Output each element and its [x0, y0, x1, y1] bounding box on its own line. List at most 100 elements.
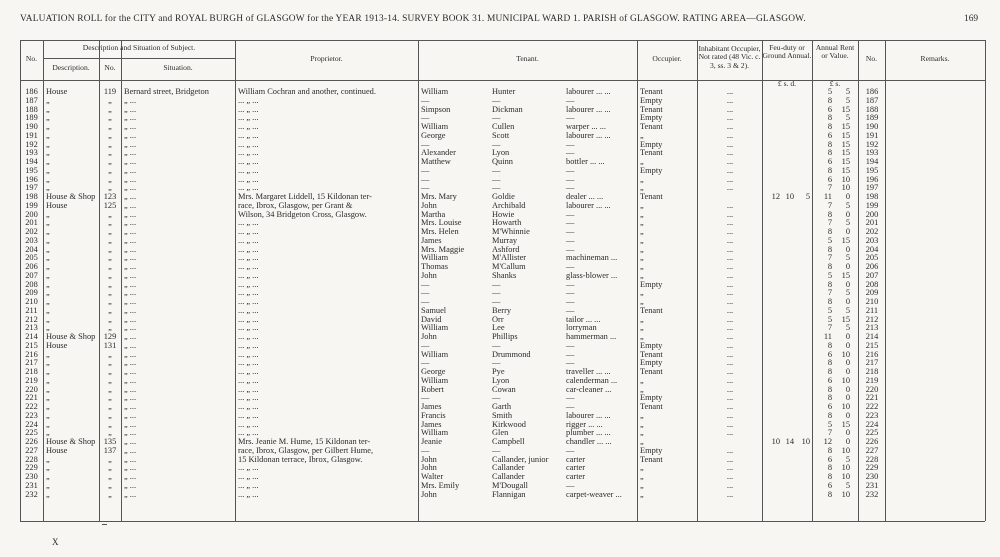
row-no: 195 [25, 165, 38, 175]
rent-pounds: 8 [827, 227, 832, 236]
occupier: „ [640, 472, 644, 481]
proprietor: ... „ ... [238, 288, 259, 298]
occupier: „ [640, 130, 644, 140]
situation: „ ... [124, 235, 137, 245]
column-header: £ s. d. [777, 79, 797, 88]
rent-pounds: 8 [827, 148, 832, 158]
proprietor: ... „ ... [238, 472, 259, 481]
occupation: calenderman ... [566, 375, 618, 385]
situation: „ ... [124, 323, 137, 333]
proprietor: ... „ ... [238, 463, 259, 473]
rent-pounds: 8 [827, 463, 832, 473]
occupier: „ [640, 174, 644, 184]
row-no: 224 [865, 419, 879, 429]
rent-shillings: 10 [841, 375, 850, 385]
tenant-first: — [421, 393, 430, 403]
description: „ [46, 419, 50, 429]
tenant-first: George [421, 130, 446, 140]
tenant-surname: Garth [492, 402, 512, 411]
row-no: 219 [865, 375, 879, 385]
occupier: Empty [640, 393, 663, 403]
occupier: „ [640, 463, 644, 473]
row-no: 220 [865, 384, 879, 394]
occupation: — [566, 165, 575, 175]
rent-shillings: 5 [845, 95, 850, 105]
rule [20, 80, 985, 81]
tenant-surname: Dickman [492, 104, 523, 114]
row-no: 228 [25, 454, 38, 464]
column-header: Proprietor. [310, 54, 343, 63]
row-no: 232 [25, 489, 38, 499]
street-no: „ [108, 323, 112, 333]
street-no: 119 [103, 87, 117, 96]
tenant-surname: Smith [492, 410, 513, 420]
rent-shillings: 5 [845, 323, 850, 333]
rent-shillings: 15 [841, 270, 850, 280]
occupier: „ [640, 227, 644, 236]
row-no: 193 [865, 148, 879, 158]
street-no: „ [108, 104, 112, 114]
occupier: „ [640, 323, 644, 333]
tenant-surname: — [492, 174, 501, 184]
rule [858, 40, 859, 521]
occupation: tailor ... ... [566, 314, 601, 324]
row-no: 223 [25, 410, 38, 420]
row-no: 187 [25, 95, 38, 105]
description: „ [46, 165, 50, 175]
rent-shillings: 0 [845, 297, 850, 306]
rule [99, 40, 100, 521]
rent-pounds: 7 [827, 200, 832, 210]
inhabitant: ... [726, 262, 734, 271]
inhabitant: ... [726, 183, 734, 193]
occupier: „ [640, 489, 644, 499]
situation: „ ... [124, 104, 137, 114]
occupier: „ [640, 209, 644, 219]
inhabitant: ... [726, 472, 734, 481]
rule [637, 40, 638, 521]
row-no: 231 [865, 480, 879, 490]
row-no: 193 [25, 148, 38, 158]
proprietor: ... „ ... [238, 139, 259, 149]
proprietor: William Cochran and another, continued. [238, 87, 376, 96]
description: „ [46, 218, 50, 228]
situation: „ ... [124, 340, 137, 350]
rent-shillings: 5 [845, 113, 850, 123]
feu-pounds: 10 [771, 437, 780, 446]
tenant-first: John [421, 489, 437, 499]
description: „ [46, 349, 50, 359]
row-no: 186 [865, 87, 879, 96]
column-header: Inhabitant Occupier, Not rated (48 Vic. … [698, 44, 761, 70]
occupation: traveller ... ... [566, 367, 611, 376]
row-no: 187 [865, 95, 879, 105]
proprietor: ... „ ... [238, 297, 259, 306]
rent-shillings: 5 [845, 218, 850, 228]
rent-pounds: 5 [827, 87, 832, 96]
description: „ [46, 235, 50, 245]
occupation: labourer ... ... [566, 104, 611, 114]
tenant-surname: Lyon [492, 148, 510, 158]
row-no: 206 [25, 262, 38, 271]
inhabitant: ... [726, 384, 734, 394]
rule [697, 40, 698, 521]
rent-shillings: 10 [841, 402, 850, 411]
inhabitant: ... [726, 340, 734, 350]
row-no: 220 [25, 384, 38, 394]
tenant-first: Samuel [421, 305, 447, 315]
row-no: 190 [865, 122, 879, 131]
situation: „ ... [124, 95, 137, 105]
rent-pounds: 8 [827, 393, 832, 403]
inhabitant: ... [726, 288, 734, 298]
rent-pounds: 6 [827, 104, 832, 114]
occupier: „ [640, 270, 644, 280]
rent-pounds: 6 [827, 130, 832, 140]
row-no: 209 [25, 288, 38, 298]
tenant-first: William [421, 253, 449, 263]
occupation: carter [566, 454, 586, 464]
tenant-surname: Howie [492, 209, 515, 219]
description: „ [46, 367, 50, 376]
row-no: 229 [25, 463, 38, 473]
description: House [46, 200, 68, 210]
rule [885, 40, 886, 521]
inhabitant: ... [726, 209, 734, 219]
inhabitant: ... [726, 174, 734, 184]
